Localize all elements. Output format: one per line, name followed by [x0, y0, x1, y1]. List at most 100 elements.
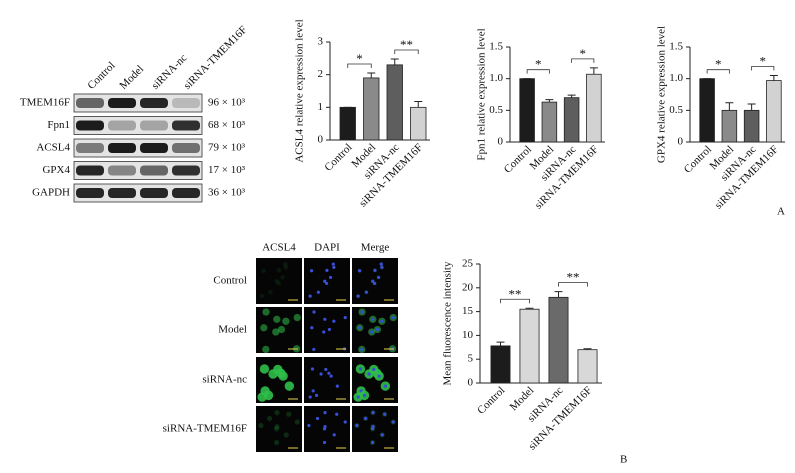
sig-bracket — [706, 69, 730, 74]
nucleus — [356, 294, 360, 298]
nucleus — [324, 367, 328, 372]
bar — [410, 106, 427, 141]
cell — [273, 439, 280, 446]
nucleus — [362, 393, 367, 397]
cell — [274, 278, 280, 284]
band — [172, 98, 200, 108]
bar — [490, 345, 511, 384]
nucleus — [311, 389, 315, 393]
nucleus — [323, 411, 327, 415]
bar — [541, 101, 558, 143]
nucleus — [310, 269, 314, 273]
cell — [278, 371, 288, 381]
blot-strip — [73, 138, 203, 158]
nucleus — [312, 310, 316, 314]
cell — [274, 410, 280, 416]
protein-label: Fpn1 — [47, 119, 70, 131]
nucleus — [322, 440, 327, 445]
sig-label: * — [356, 51, 363, 66]
y-tick-label: 20 — [462, 281, 474, 293]
mw-label: 36 × 10³ — [208, 187, 246, 199]
cell — [261, 268, 266, 274]
y-tick-label: 1 — [318, 101, 324, 113]
cell — [284, 381, 295, 391]
nucleus — [379, 262, 383, 266]
cell — [274, 423, 280, 430]
sig-bracket — [526, 69, 550, 74]
band — [140, 188, 168, 198]
y-tick-label: 25 — [462, 258, 474, 270]
bar — [586, 73, 602, 143]
cell — [272, 328, 280, 336]
cell — [266, 415, 273, 422]
nucleus — [383, 412, 387, 416]
nucleus — [380, 433, 384, 437]
y-tick-label: 15 — [462, 305, 474, 317]
cell — [273, 426, 280, 432]
cell — [268, 289, 273, 295]
x-tick-label: Control — [475, 384, 507, 416]
y-tick-label: 0 — [318, 134, 324, 146]
cell — [259, 293, 265, 299]
sig-label: ** — [509, 286, 522, 301]
sig-bracket — [558, 282, 588, 287]
y-tick-label: 0 — [678, 136, 684, 148]
protein-label: TMEM16F — [20, 97, 70, 109]
nucleus — [355, 423, 359, 428]
nucleus — [370, 330, 374, 334]
error-bar — [554, 291, 563, 298]
nucleus — [364, 290, 368, 294]
band — [140, 143, 168, 153]
nucleus — [375, 327, 380, 332]
channel-label: Merge — [361, 242, 390, 254]
band — [172, 165, 200, 176]
y-tick-label: 1.0 — [669, 72, 683, 84]
y-tick-label: 1.5 — [489, 41, 503, 53]
error-bar — [525, 307, 534, 310]
cell — [273, 364, 283, 375]
nucleus — [371, 279, 375, 283]
cell — [282, 317, 290, 325]
sig-bracket — [500, 298, 530, 304]
y-tick-label: 10 — [462, 329, 474, 341]
bar — [548, 296, 569, 384]
nucleus — [363, 416, 368, 421]
y-axis-label: ACSL4 relative expression level — [294, 19, 306, 162]
y-tick-label: 2 — [318, 68, 324, 80]
y-tick-label: 1.0 — [489, 72, 503, 84]
sig-label: * — [760, 53, 767, 68]
nucleus — [322, 330, 326, 334]
cell — [262, 345, 270, 354]
nucleus — [319, 372, 323, 376]
y-tick-label: 1.5 — [669, 41, 683, 53]
nucleus — [308, 395, 312, 399]
nucleus — [312, 347, 316, 352]
group-label: siRNA-nc — [202, 374, 247, 386]
nucleus — [310, 367, 315, 371]
nucleus — [332, 319, 336, 323]
protein-label: ACSL4 — [36, 142, 70, 154]
nucleus — [360, 347, 364, 352]
band — [108, 165, 136, 176]
x-tick-label: Control — [502, 143, 534, 175]
band — [172, 188, 200, 198]
sig-bracket — [751, 66, 775, 71]
nucleus — [327, 327, 332, 332]
band — [76, 98, 104, 108]
nucleus — [391, 315, 395, 320]
channel-label: DAPI — [314, 242, 340, 254]
nucleus — [373, 281, 377, 286]
channel-label: ACSL4 — [262, 242, 296, 254]
lane-label: siRNA-TMEM16F — [181, 24, 249, 92]
nucleus — [315, 416, 320, 421]
band — [108, 98, 136, 108]
blot-strip — [73, 93, 203, 113]
bar — [519, 78, 535, 143]
cell — [280, 275, 285, 280]
sig-bracket — [394, 49, 419, 54]
nucleus — [329, 374, 333, 378]
nucleus — [383, 384, 387, 388]
nucleus — [343, 315, 347, 320]
nucleus — [335, 384, 339, 388]
sig-label: * — [535, 57, 542, 72]
